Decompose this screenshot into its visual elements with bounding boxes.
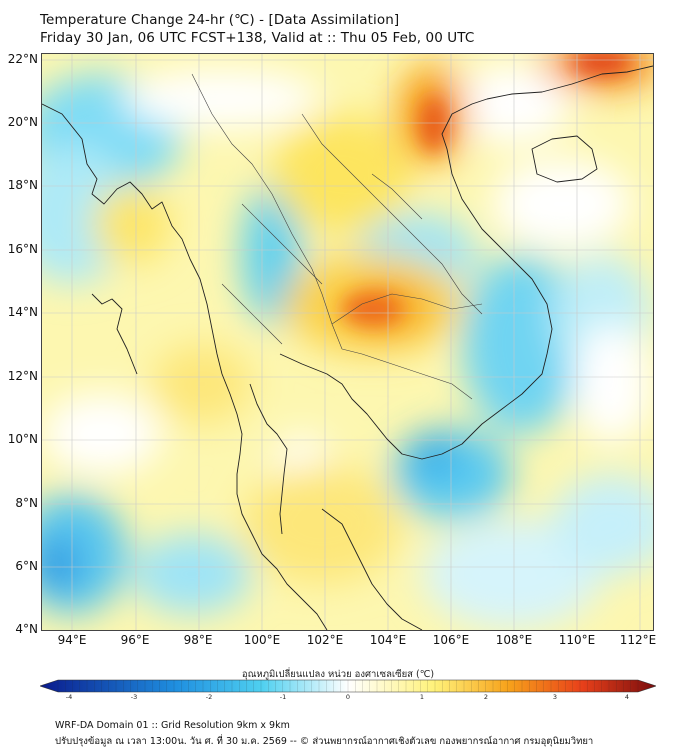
map-subtitle: Friday 30 Jan, 06 UTC FCST+138, Valid at… (40, 30, 475, 46)
colorbar-tick-2: 2 (483, 693, 489, 701)
lon-label-112e: 112°E (619, 633, 657, 647)
colorbar-tick-0: 0 (345, 693, 351, 701)
colorbar-tick-minus4: -4 (65, 693, 73, 701)
borders (191, 73, 483, 400)
lon-label-104e: 104°E (369, 633, 407, 647)
coastlines (42, 65, 653, 630)
footer-update-info: ปรับปรุงข้อมูล ณ เวลา 13:00น. วัน ศ. ที่… (55, 736, 594, 747)
colorbar-tick-3: 3 (552, 693, 558, 701)
lon-label-106e: 106°E (432, 633, 470, 647)
lon-label-108e: 108°E (495, 633, 533, 647)
lat-label-8n: 8°N (15, 496, 38, 510)
lat-label-22n: 22°N (7, 52, 38, 66)
lat-label-4n: 4°N (15, 622, 38, 636)
map-title: Temperature Change 24-hr (℃) - [Data Ass… (40, 12, 400, 28)
map-panel (41, 53, 654, 631)
lat-label-20n: 20°N (7, 115, 38, 129)
footer-model-info: WRF-DA Domain 01 :: Grid Resolution 9km … (55, 720, 290, 731)
lon-label-102e: 102°E (306, 633, 344, 647)
temperature-hotspots (342, 54, 632, 325)
colorbar-tick-minus3: -3 (130, 693, 138, 701)
colorbar-tick-4: 4 (624, 693, 630, 701)
colorbar-ticks (57, 680, 639, 692)
colorbar-gradient (40, 679, 656, 693)
colorbar (40, 679, 656, 693)
colorbar-title: อุณหภูมิเปลี่ยนแปลง หน่วย องศาเซลเซียส (… (241, 669, 435, 680)
colorbar-tick-minus2: -2 (205, 693, 213, 701)
temperature-change-map (42, 54, 653, 630)
lat-label-10n: 10°N (7, 432, 38, 446)
lon-label-94e: 94°E (57, 633, 87, 647)
lat-label-16n: 16°N (7, 242, 38, 256)
lon-label-100e: 100°E (243, 633, 281, 647)
lat-label-12n: 12°N (7, 369, 38, 383)
lat-label-6n: 6°N (15, 559, 38, 573)
gridlines (42, 54, 653, 630)
colorbar-tick-1: 1 (419, 693, 425, 701)
lon-label-96e: 96°E (120, 633, 150, 647)
colorbar-tick-minus1: -1 (279, 693, 287, 701)
lat-label-18n: 18°N (7, 178, 38, 192)
lat-label-14n: 14°N (7, 305, 38, 319)
lon-label-98e: 98°E (183, 633, 213, 647)
lon-label-110e: 110°E (558, 633, 596, 647)
